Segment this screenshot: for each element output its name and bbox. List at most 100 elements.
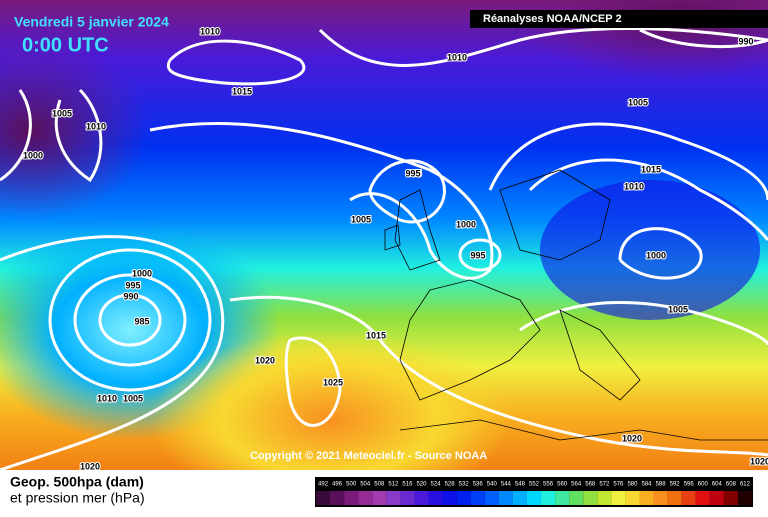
colorbar-label: 492: [318, 482, 329, 488]
coastlines: [384, 169, 768, 441]
isobar-label: 1000: [23, 150, 43, 160]
colorbar-label: 608: [726, 482, 737, 488]
coastline: [559, 309, 641, 401]
isobar: [528, 158, 768, 241]
isobars: [0, 26, 768, 472]
colorbar-label: 588: [656, 482, 667, 488]
colorbar-label: 500: [346, 482, 357, 488]
source-box: [470, 10, 768, 28]
colorbar-label: 568: [585, 482, 596, 488]
title: Vendredi 5 janvier 2024: [14, 14, 169, 30]
isobar-label: 1000: [646, 250, 666, 260]
colorbar-label: 576: [613, 482, 624, 488]
isobar: [618, 227, 703, 280]
colorbar-label: 552: [529, 482, 540, 488]
isobar-label: 1000: [132, 268, 152, 278]
isobar-label: 995: [470, 250, 485, 260]
isobar-label: 1015: [366, 330, 386, 340]
colorbar-cell: [442, 491, 457, 505]
colorbar-cell: [555, 491, 570, 505]
colorbar-cell: [456, 491, 471, 505]
colorbar-cell: [372, 491, 387, 505]
isobar-label: 1025: [323, 377, 343, 387]
colorbar-cell: [358, 491, 373, 505]
colorbar-label: 540: [487, 482, 498, 488]
colorbar-label: 496: [332, 482, 343, 488]
isobar-label: 1020: [255, 355, 275, 365]
field-blob: [540, 180, 760, 320]
isobar: [73, 273, 187, 367]
copyright: Copyright © 2021 Meteociel.fr - Source N…: [250, 450, 487, 462]
field-blob: [0, 40, 150, 220]
colorbar-cell: [428, 491, 443, 505]
colorbar-label: 508: [374, 482, 385, 488]
colorbar-label: 560: [557, 482, 568, 488]
isobar-label: 1005: [52, 108, 72, 118]
isobar-label: 995: [406, 168, 421, 178]
colorbar-cell: [611, 491, 626, 505]
isobar: [639, 28, 768, 49]
isobar-label: 1015: [641, 164, 661, 174]
isobar: [98, 293, 162, 347]
colorbar-cell: [498, 491, 513, 505]
colorbar-cell: [400, 491, 415, 505]
colorbar-cell: [723, 491, 738, 505]
colorbar-label: 572: [599, 482, 610, 488]
coastline: [384, 224, 401, 251]
isobar-label: 995: [405, 168, 420, 178]
isobar: [519, 301, 768, 346]
isobar: [368, 159, 446, 224]
colorbar-cell: [625, 491, 640, 505]
legend-line: Geop. 500hpa (dam): [10, 474, 144, 490]
isobar-label: 1010: [86, 121, 106, 131]
isobar: [54, 88, 103, 183]
colorbar-label: 556: [543, 482, 554, 488]
colorbar-label: 520: [416, 482, 427, 488]
source: Réanalyses NOAA/NCEP 2: [483, 13, 622, 25]
isobar: [166, 39, 306, 86]
colorbar-label: 592: [670, 482, 681, 488]
legend-line: et pression mer (hPa): [10, 490, 145, 506]
colorbar-label: 532: [459, 482, 470, 488]
coastline: [399, 419, 768, 441]
isobar-label: 1005: [668, 304, 688, 314]
isobar-label: 1020: [750, 456, 768, 466]
isobar-label: 1005: [628, 97, 648, 107]
colorbar-cell: [667, 491, 682, 505]
isobar-label: 1000: [456, 219, 476, 229]
isobar-label: 1010: [97, 393, 117, 403]
colorbar-label: 596: [684, 482, 695, 488]
colorbar-label: 584: [642, 482, 653, 488]
isobar: [318, 26, 768, 67]
colorbar-label: 548: [515, 482, 526, 488]
colorbar-cell: [639, 491, 654, 505]
colorbar-cell: [316, 491, 331, 505]
isobar-label: 990: [738, 36, 753, 46]
colorbar-label: 504: [360, 482, 371, 488]
isobar-labels: 1010 1015 1010 1005 1010 1000 995 990 1005 995 100…: [22, 25, 768, 472]
colorbar-cell: [330, 491, 345, 505]
isobar: [488, 122, 768, 201]
coastline: [499, 169, 611, 261]
colorbar-cell: [512, 491, 527, 505]
isobar-label: 1020: [80, 461, 100, 471]
isobar-label: 1010: [200, 26, 220, 36]
colorbar-label: 536: [473, 482, 484, 488]
colorbar-cell: [681, 491, 696, 505]
isobar: [458, 238, 502, 272]
colorbar-cell: [386, 491, 401, 505]
colorbar-cell: [597, 491, 612, 505]
isobar-label: 985: [134, 316, 149, 326]
colorbar-cell: [344, 491, 359, 505]
coastline: [394, 189, 441, 271]
colorbar-label: 580: [627, 482, 638, 488]
colorbar-cell: [414, 491, 429, 505]
colorbar-label: 516: [402, 482, 413, 488]
colorbar-label: 544: [501, 482, 512, 488]
colorbar-cell: [709, 491, 724, 505]
isobar: [0, 89, 32, 182]
time: 0:00 UTC: [22, 34, 109, 56]
isobar-label: 1005: [351, 214, 371, 224]
colorbar-label: 528: [445, 482, 456, 488]
